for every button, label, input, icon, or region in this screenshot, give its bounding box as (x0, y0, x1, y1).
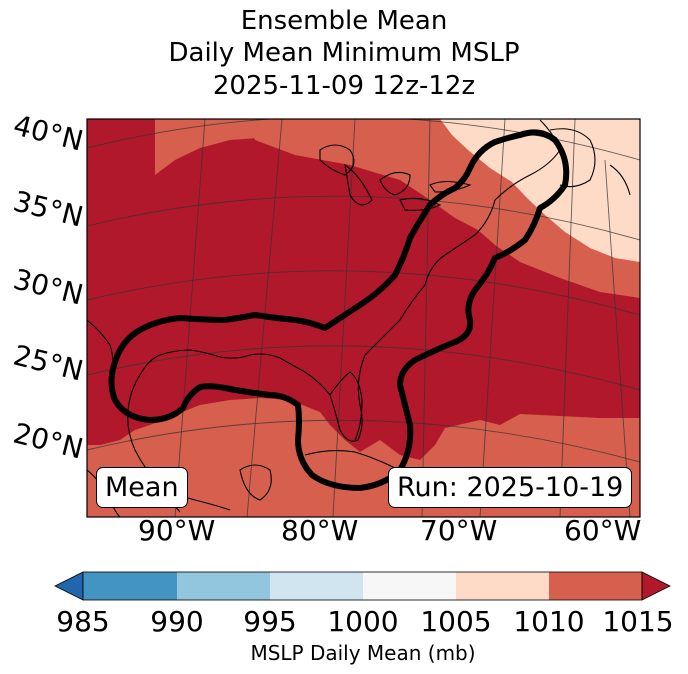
pressure-field-above-1015 (87, 119, 640, 460)
lon-label-80w: 80°W (281, 514, 359, 547)
mean-label-box: Mean (96, 467, 188, 508)
colorbar-bin-1000-1005 (363, 572, 456, 600)
pressure-field-1005-1010 (440, 119, 640, 262)
colorbar-bin-985-990 (83, 572, 177, 600)
colorbar-tick-990: 990 (150, 605, 204, 638)
colorbar-bin-995-1000 (270, 572, 363, 600)
colorbar-tick-1010: 1010 (513, 605, 585, 638)
pressure-field-notch (155, 119, 258, 175)
colorbar-extend-low (54, 571, 84, 601)
colorbar-bin-1005-1010 (456, 572, 549, 600)
colorbar-tick-1015: 1015 (602, 605, 674, 638)
colorbar-bin-1010-1015 (549, 572, 642, 600)
lon-label-60w: 60°W (564, 514, 642, 547)
colorbar-extend-high (641, 571, 671, 601)
colorbar-tick-1000: 1000 (327, 605, 399, 638)
map-frame (86, 118, 641, 518)
colorbar-tick-985: 985 (56, 605, 110, 638)
ensemble-contour (108, 129, 570, 491)
title-line-1: Ensemble Mean (240, 6, 448, 36)
lon-label-70w: 70°W (420, 514, 498, 547)
pressure-field-nw (87, 119, 155, 180)
run-date-box: Run: 2025-10-19 (388, 467, 633, 508)
colorbar-label: MSLP Daily Mean (mb) (250, 641, 476, 665)
colorbar-tick-1005: 1005 (420, 605, 492, 638)
title-line-2: Daily Mean Minimum MSLP (168, 38, 520, 68)
colorbar-tick-995: 995 (243, 605, 297, 638)
colorbar (54, 571, 671, 601)
colorbar-bin-990-995 (177, 572, 270, 600)
title-line-3: 2025-11-09 12z-12z (212, 71, 476, 101)
lon-label-90w: 90°W (138, 514, 216, 547)
